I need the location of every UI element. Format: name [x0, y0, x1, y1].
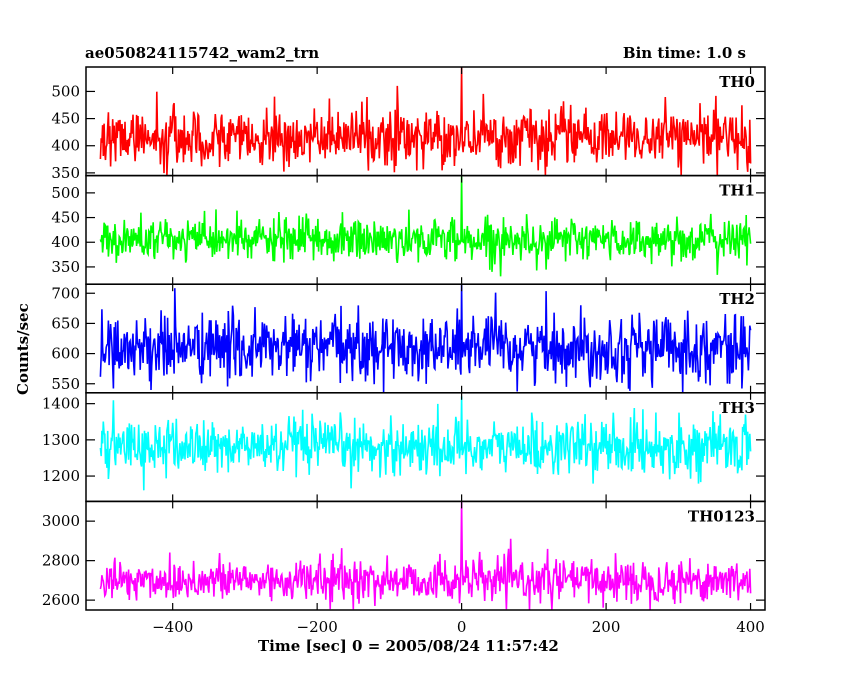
y-tick-label-th1: 350 [51, 258, 80, 276]
y-tick-label-th0: 400 [51, 137, 80, 155]
panel-label-th2: TH2 [719, 290, 755, 308]
y-tick-label-th0123: 2800 [42, 552, 80, 570]
series-line-th1 [99, 175, 752, 277]
chart-title: ae050824115742_wam2_trn [85, 44, 320, 62]
panel-label-th3: TH3 [719, 399, 755, 417]
y-tick-label-th0123: 2600 [42, 591, 80, 609]
y-tick-label-th0: 450 [51, 110, 80, 128]
series-line-th0 [99, 66, 752, 176]
y-tick-label-th2: 650 [51, 314, 80, 332]
x-tick-label: −400 [152, 618, 193, 636]
y-tick-label-th3: 1300 [42, 431, 80, 449]
x-tick-label: 400 [736, 618, 765, 636]
x-axis-label: Time [sec] 0 = 2005/08/24 11:57:42 [258, 637, 559, 655]
y-tick-label-th0: 500 [51, 82, 80, 100]
x-tick-label: 0 [457, 618, 467, 636]
y-tick-label-th1: 500 [51, 184, 80, 202]
panel-label-th0123: TH0123 [688, 507, 755, 525]
y-tick-label-th2: 700 [51, 284, 80, 302]
x-tick-label: 200 [592, 618, 621, 636]
panel-frame-th0123 [85, 500, 766, 611]
y-tick-label-th0: 350 [51, 164, 80, 182]
y-tick-label-th0123: 3000 [42, 512, 80, 530]
y-tick-label-th2: 550 [51, 375, 80, 393]
y-tick-label-th1: 400 [51, 233, 80, 251]
y-tick-label-th3: 1400 [42, 395, 80, 413]
panel-label-th1: TH1 [719, 182, 755, 200]
y-tick-label-th2: 600 [51, 345, 80, 363]
y-tick-label-th1: 450 [51, 209, 80, 227]
series-line-th3 [99, 396, 752, 491]
bin-time-label: Bin time: 1.0 s [622, 44, 746, 62]
x-tick-label: −200 [297, 618, 338, 636]
series-line-th2 [99, 284, 752, 393]
series-line-th0123 [99, 501, 752, 611]
panel-label-th0: TH0 [719, 73, 755, 91]
y-tick-label-th3: 1200 [42, 467, 80, 485]
